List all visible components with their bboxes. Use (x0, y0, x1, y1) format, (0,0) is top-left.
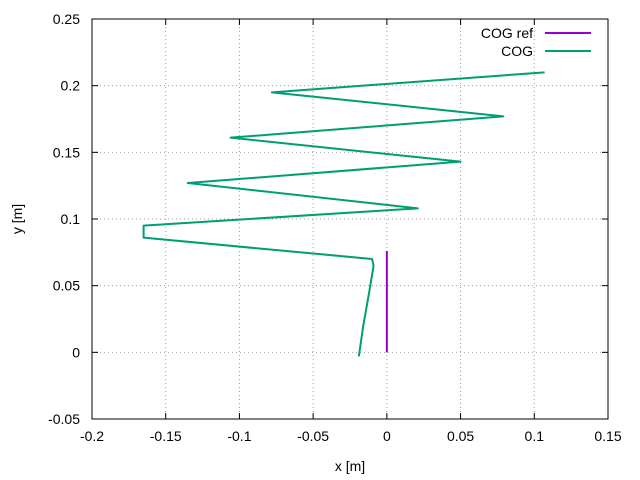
y-axis-label: y [m] (9, 204, 25, 234)
plot-frame (91, 18, 609, 420)
x-tick-label: 0.1 (525, 428, 545, 444)
x-tick-labels: -0.2 -0.15 -0.1 -0.05 0 0.05 0.1 0.15 (80, 428, 622, 444)
series-lines (142, 71, 545, 357)
y-tick-labels: -0.05 0 0.05 0.1 0.15 0.2 0.25 (48, 11, 80, 427)
x-tick-label: -0.15 (150, 428, 182, 444)
x-tick-label: 0 (383, 428, 391, 444)
x-tick-label: 0.05 (447, 428, 474, 444)
y-tick-label: 0.25 (53, 11, 80, 27)
legend-label-cog-ref: COG ref (481, 25, 533, 41)
series-line-cog (142, 71, 545, 357)
x-tick-label: -0.2 (80, 428, 104, 444)
y-tick-label: -0.05 (48, 411, 80, 427)
y-tick-label: 0.15 (53, 144, 80, 160)
x-axis-label: x [m] (335, 458, 365, 474)
legend-label-cog: COG (501, 43, 533, 59)
x-tick-label: 0.15 (594, 428, 621, 444)
axis-ticks (91, 18, 609, 420)
x-tick-label: -0.1 (227, 428, 251, 444)
grid-lines (92, 19, 608, 419)
y-tick-label: 0.2 (61, 78, 81, 94)
y-tick-label: 0.05 (53, 278, 80, 294)
y-tick-label: 0 (72, 344, 80, 360)
legend: COG ref COG (481, 25, 591, 59)
y-tick-label: 0.1 (61, 211, 81, 227)
x-tick-label: -0.05 (297, 428, 329, 444)
